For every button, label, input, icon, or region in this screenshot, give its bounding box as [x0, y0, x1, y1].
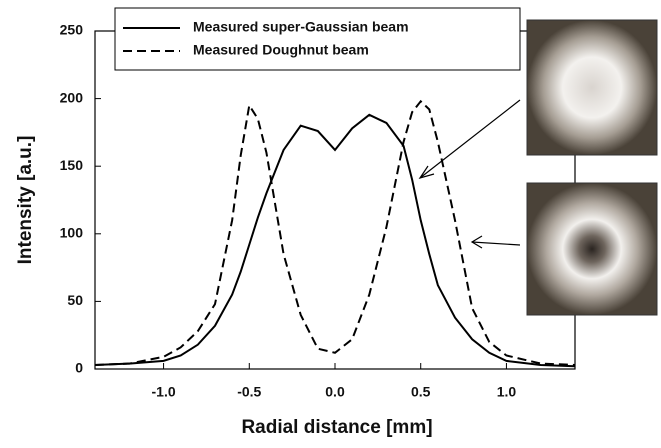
plot-frame [94, 30, 576, 370]
legend-label: Measured super-Gaussian beam [193, 19, 409, 35]
arrows [418, 99, 521, 249]
y-tick-label: 50 [67, 292, 83, 308]
x-tick-label: -1.0 [152, 384, 176, 400]
x-tick-label: 0.0 [325, 384, 345, 400]
x-axis-label: Radial distance [mm] [241, 417, 432, 438]
y-tick-label: 0 [75, 360, 83, 376]
x-tick-label: 0.5 [411, 384, 431, 400]
plot-area: 0 50 100 150 200 250 -1.0 -0.5 0.0 0.5 1.0 Measured… [60, 7, 576, 400]
y-axis-label: Intensity [a.u.] [15, 136, 36, 265]
super-gaussian-image [526, 19, 658, 156]
legend-box [114, 7, 521, 71]
line-series [94, 99, 576, 366]
y-tick-label: 150 [60, 157, 84, 173]
doughnut-image [526, 182, 658, 316]
y-tick-label: 250 [60, 22, 84, 38]
y-tick-label: 100 [60, 225, 84, 241]
x-tick-label: -0.5 [237, 384, 261, 400]
line-series [94, 113, 576, 368]
x-tick-label: 1.0 [497, 384, 517, 400]
legend-label: Measured Doughnut beam [193, 42, 369, 58]
y-tick-label: 200 [60, 89, 84, 105]
